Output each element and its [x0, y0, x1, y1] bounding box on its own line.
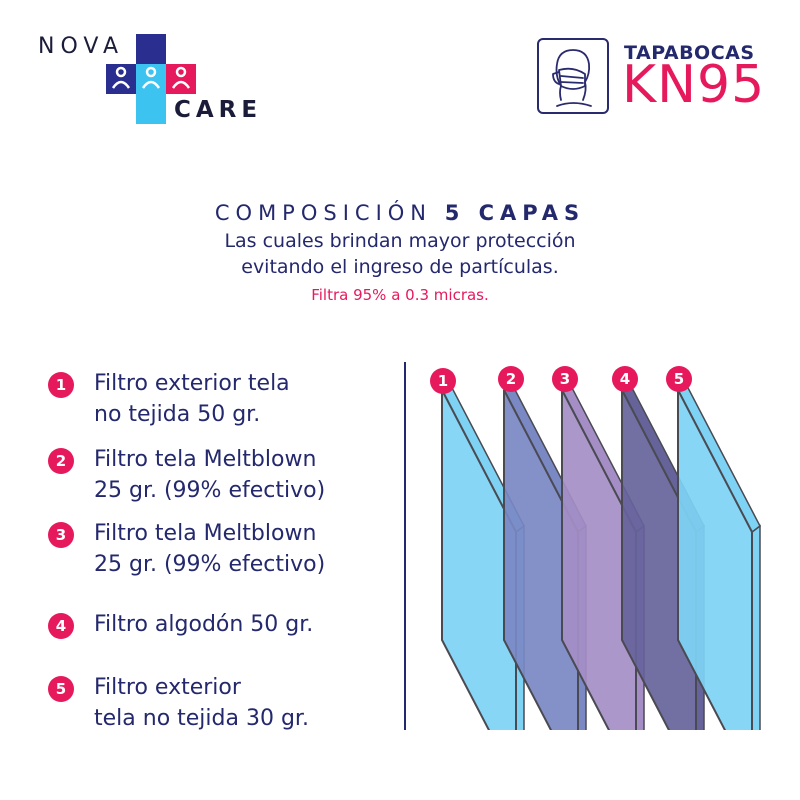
layer-marker-3: 3 [552, 366, 578, 392]
heading-line-1: Las cuales brindan mayor protección [224, 230, 576, 252]
logo-word-nova: NOVA [38, 34, 125, 59]
layer-description-line: tela no tejida 30 gr. [94, 706, 309, 731]
product-model-label: KN95 [622, 55, 766, 115]
layer-description: Filtro exterior tela no tejida 50 gr. [94, 368, 394, 430]
face-mask-icon [537, 38, 609, 114]
layers-diagram: 1 2 3 4 5 [420, 360, 780, 784]
layer-number-badge: 4 [48, 613, 74, 639]
heading-title-light: COMPOSICIÓN [214, 201, 432, 225]
layer-description-line: no tejida 50 gr. [94, 402, 261, 427]
layer-description: Filtro tela Meltblown 25 gr. (99% efecti… [94, 444, 394, 506]
layer-marker-4: 4 [612, 366, 638, 392]
layer-number-badge: 2 [48, 448, 74, 474]
layer-description-line: 25 gr. (99% efectivo) [94, 552, 326, 577]
layer-marker-1: 1 [430, 368, 456, 394]
product-type-label: TAPABOCAS [624, 42, 755, 64]
layer-description: Filtro exterior tela no tejida 30 gr. [94, 672, 394, 734]
layer-marker-5: 5 [666, 366, 692, 392]
heading-title: COMPOSICIÓN 5 CAPAS [0, 198, 800, 228]
layer-description-line: 25 gr. (99% efectivo) [94, 478, 326, 503]
layer-description-line: Filtro exterior [94, 675, 241, 700]
logo-cross-mark [106, 34, 196, 124]
layer-description-line: Filtro exterior tela [94, 371, 290, 396]
layer-number-badge: 1 [48, 372, 74, 398]
filtration-note: Filtra 95% a 0.3 micras. [311, 286, 489, 304]
layer-description: Filtro tela Meltblown 25 gr. (99% efecti… [94, 518, 394, 580]
layer-number-badge: 5 [48, 676, 74, 702]
layer-description-line: Filtro algodón 50 gr. [94, 612, 314, 637]
layer-description: Filtro algodón 50 gr. [94, 609, 394, 640]
layer-description-line: Filtro tela Meltblown [94, 447, 317, 472]
heading-title-bold: 5 CAPAS [444, 201, 586, 225]
layers-diagram-graphic [441, 382, 761, 784]
column-divider [404, 362, 406, 730]
composition-heading: COMPOSICIÓN 5 CAPAS Las cuales brindan m… [0, 198, 800, 308]
layer-number-badge: 3 [48, 522, 74, 548]
logo-word-care: CARE [174, 97, 263, 123]
layer-marker-2: 2 [498, 366, 524, 392]
layer-description-line: Filtro tela Meltblown [94, 521, 317, 546]
novacare-logo: NOVA CARE [38, 34, 278, 129]
heading-line-2: evitando el ingreso de partículas. [241, 256, 559, 278]
